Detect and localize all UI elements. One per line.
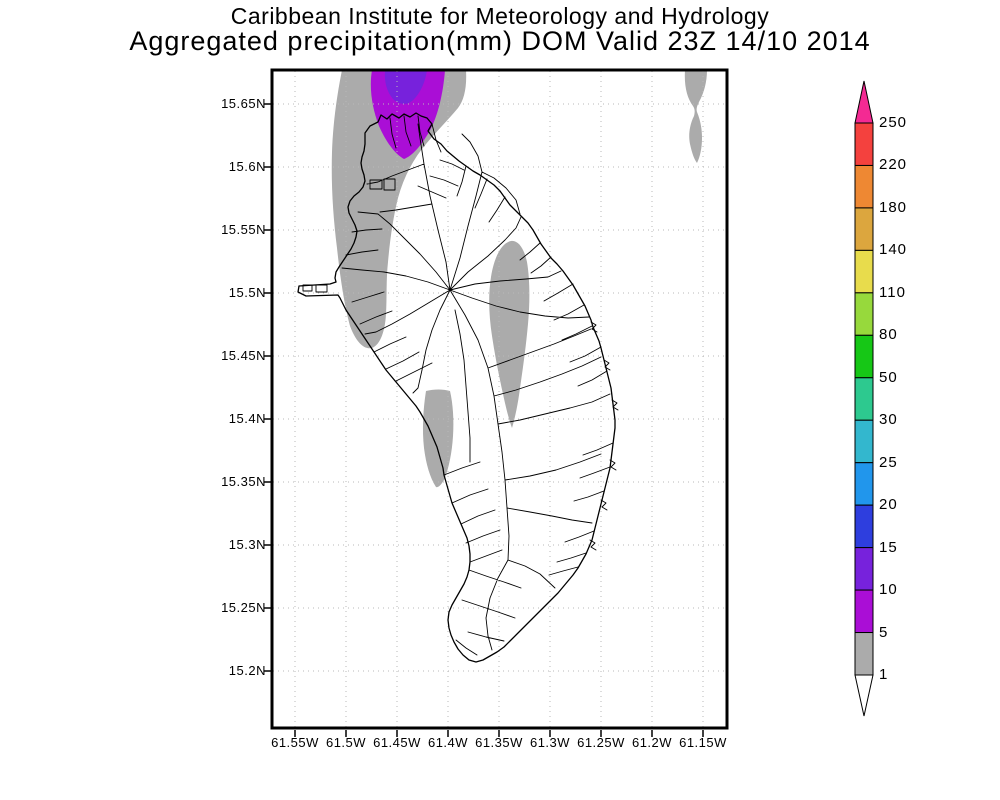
colorbar-segment-140-180 [854,207,874,251]
colorbar-segment-220-250 [854,122,874,166]
shade-central-interior-blob [489,240,530,428]
shade-west-coast-patch [422,389,454,488]
colorbar-segment-110-140 [854,249,874,294]
colorbar-tick-label: 140 [879,241,908,259]
colorbar-tick-label: 20 [879,496,898,514]
shade-northeast-offshore-blob [684,70,707,163]
colorbar-segment-20-25 [854,462,874,506]
colorbar-tick-label: 110 [879,284,906,302]
lon-axis-label: 61.3W [529,735,571,750]
lat-axis-label: 15.5N [228,285,266,301]
colorbar-segment-15-20 [854,504,874,549]
colorbar-tick-label: 25 [879,453,898,471]
colorbar-segment-180-220 [854,164,874,209]
lat-axis-label: 15.55N [221,222,266,238]
figure-title: Caribbean Institute for Meteorology and … [230,3,770,29]
island-coastline [297,112,616,663]
lat-axis-label: 15.3N [228,537,266,553]
colorbar-segment-30-50 [854,377,874,421]
lat-axis-label: 15.2N [228,663,266,679]
colorbar-tick-label: 10 [879,581,898,599]
axis-ticks [264,103,704,737]
colorbar-tick-label: 5 [879,623,889,641]
lat-axis-label: 15.35N [221,474,266,490]
colorbar-tick-label: 15 [879,538,898,556]
colorbar-segment-5-10 [854,589,874,634]
colorbar-segment-80-110 [854,292,874,336]
lat-axis-label: 15.45N [221,348,266,364]
colorbar-tick-label: 80 [879,326,898,344]
shade-north-plume-core [384,70,427,104]
lat-axis-label: 15.4N [228,411,266,427]
lat-axis-label: 15.6N [228,159,266,175]
colorbar-tick-label: 180 [879,199,908,217]
lon-axis-label: 61.2W [631,735,673,750]
colorbar-over-triangle [854,80,874,124]
colorbar-segments [854,122,874,676]
colorbar-tick-label: 220 [879,156,908,174]
graticule-gridlines [273,71,726,727]
colorbar-segment-50-80 [854,334,874,379]
figure-subtitle: Aggregated precipitation(mm) DOM Valid 2… [129,26,871,56]
lon-axis-label: 61.4W [427,735,469,750]
colorbar-segment-25-30 [854,419,874,464]
precipitation-shading [331,70,707,488]
lon-axis-label: 61.35W [475,735,523,750]
lon-axis-label: 61.55W [271,735,319,750]
colorbar [854,80,874,717]
lat-axis-label: 15.65N [221,96,266,112]
lon-axis-label: 61.5W [325,735,367,750]
colorbar-segment-10-15 [854,547,874,591]
colorbar-segment-1-5 [854,632,874,676]
lon-axis-label: 61.45W [373,735,421,750]
colorbar-tick-label: 1 [879,666,889,684]
lon-axis-label: 61.25W [577,735,625,750]
island-linework [297,112,619,663]
colorbar-tick-label: 250 [879,114,908,132]
colorbar-under-triangle [854,674,874,717]
watershed-boundaries [302,115,619,656]
colorbar-tick-label: 50 [879,368,898,386]
colorbar-tick-label: 30 [879,411,898,429]
lon-axis-label: 61.15W [679,735,727,750]
map-frame [270,68,729,730]
lat-axis-label: 15.25N [221,600,266,616]
